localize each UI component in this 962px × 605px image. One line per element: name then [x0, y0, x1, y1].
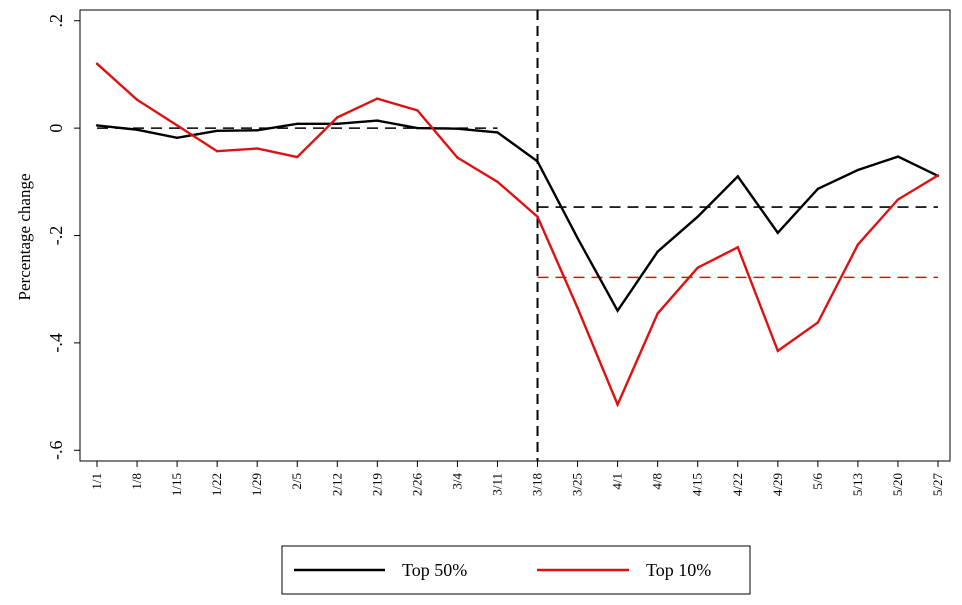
data-point [456, 127, 459, 130]
legend-label: Top 50% [402, 560, 467, 580]
y-tick-label: 0 [46, 124, 66, 133]
x-tick-label: 4/22 [730, 473, 745, 496]
data-point [255, 129, 259, 132]
x-tick-label: 2/26 [409, 473, 424, 497]
data-point [536, 160, 539, 163]
y-axis: .2 0 -.2 -.4 -.6 [46, 14, 80, 460]
x-tick-label: 3/4 [449, 473, 464, 490]
data-point [376, 97, 379, 100]
data-point [296, 155, 299, 159]
data-point [816, 321, 820, 324]
data-point [255, 147, 259, 150]
data-point [95, 124, 99, 127]
data-point [856, 168, 860, 172]
x-tick-label: 5/20 [890, 473, 905, 496]
x-tick-label: 3/18 [530, 473, 545, 496]
x-tick-label: 3/11 [489, 473, 504, 496]
data-point [175, 124, 179, 127]
data-point [616, 403, 619, 406]
data-point [95, 62, 99, 65]
data-point [576, 236, 579, 240]
data-point [536, 215, 539, 218]
reference-lines [97, 10, 938, 461]
series-top-10 [95, 62, 940, 408]
data-point [135, 98, 139, 101]
x-tick-label: 1/8 [129, 473, 144, 490]
data-point [296, 122, 299, 126]
data-point [656, 250, 659, 253]
legend-label: Top 10% [646, 560, 711, 580]
x-tick-label: 1/22 [209, 473, 224, 496]
data-point [896, 155, 900, 158]
x-tick-label: 5/27 [930, 473, 945, 497]
data-point [215, 150, 219, 153]
x-axis: 1/1 1/8 1/15 1/22 1/29 2/5 2/12 2/19 2/26 3/4 3/11… [89, 461, 945, 496]
x-tick-label: 4/29 [770, 473, 785, 496]
x-tick-label: 1/15 [169, 473, 184, 496]
data-point [616, 309, 619, 312]
x-tick-label: 2/12 [329, 473, 344, 496]
x-tick-label: 4/1 [610, 473, 625, 490]
data-point [816, 187, 820, 190]
series-line [96, 62, 939, 408]
data-point [496, 131, 499, 134]
y-tick-label: .2 [46, 14, 66, 28]
series-line [96, 119, 939, 313]
x-tick-label: 3/25 [570, 473, 585, 496]
data-point [496, 180, 499, 184]
x-tick-label: 5/6 [810, 473, 825, 490]
y-tick-label: -.6 [46, 441, 66, 461]
data-point [776, 231, 780, 235]
data-point [416, 109, 419, 112]
data-point [896, 198, 900, 201]
data-point [776, 349, 780, 353]
series-layer [95, 62, 940, 408]
y-axis-label: Percentage change [15, 174, 34, 301]
series-top-50 [95, 119, 940, 313]
data-point [376, 119, 379, 122]
x-tick-label: 4/8 [650, 473, 665, 490]
data-point [215, 129, 219, 133]
data-point [736, 246, 739, 249]
data-point [696, 266, 699, 269]
data-point [656, 312, 659, 315]
data-point [736, 175, 739, 178]
data-point [175, 136, 179, 139]
x-tick-label: 1/29 [249, 473, 264, 496]
data-point [456, 156, 459, 159]
y-tick-label: -.4 [46, 333, 66, 353]
plot-border [79, 9, 951, 462]
data-point [696, 215, 699, 218]
data-point [936, 174, 940, 177]
x-tick-label: 5/13 [850, 473, 865, 496]
plot-frame [79, 9, 951, 462]
data-point [336, 122, 339, 126]
x-tick-label: 2/5 [289, 473, 304, 490]
data-point [416, 126, 419, 130]
x-tick-label: 4/15 [690, 473, 705, 496]
data-point [576, 306, 579, 310]
x-tick-label: 1/1 [89, 473, 104, 490]
data-point [336, 116, 339, 119]
y-tick-label: -.2 [46, 226, 66, 246]
data-point [856, 243, 860, 246]
x-tick-label: 2/19 [369, 473, 384, 496]
data-point [135, 128, 139, 131]
legend: Top 50% Top 10% [281, 545, 751, 595]
